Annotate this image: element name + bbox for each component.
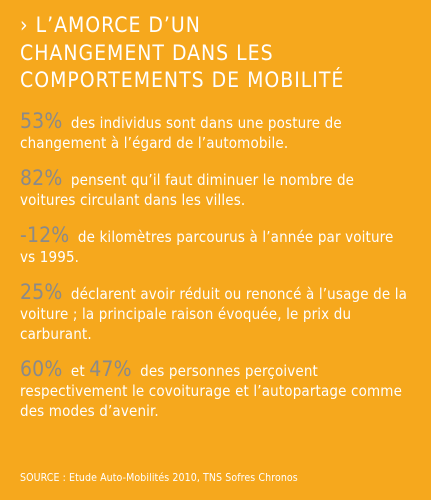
stat-text: déclarent avoir réduit ou renoncé à l’us… <box>20 284 408 343</box>
stat-value: 53% <box>20 108 63 133</box>
page-title: › L’AMORCE D’UN CHANGEMENT DANS LES COMPO… <box>20 12 413 95</box>
stat-item: 25% déclarent avoir réduit ou renoncé à … <box>20 279 413 344</box>
stat-text: des personnes perçoivent respectivement … <box>20 361 403 420</box>
chevron-right-icon: › <box>20 13 29 37</box>
stat-item: 60% et 47% des personnes perçoivent resp… <box>20 356 413 421</box>
source-citation: SOURCE : Etude Auto-Mobilités 2010, TNS … <box>20 472 298 484</box>
stat-value: 82% <box>20 165 63 190</box>
stat-text: des individus sont dans une posture de c… <box>20 113 342 152</box>
stat-connector: et <box>70 361 85 380</box>
stat-item: -12% de kilomètres parcourus à l’année p… <box>20 222 413 267</box>
stat-value: -12% <box>20 222 70 247</box>
stat-text: de kilomètres parcourus à l’année par vo… <box>20 227 394 266</box>
stat-text: pensent qu’il faut diminuer le nombre de… <box>20 170 355 209</box>
stat-value-secondary: 47% <box>89 356 132 381</box>
stat-item: 53% des individus sont dans une posture … <box>20 108 413 153</box>
title-line-1: L’AMORCE D’UN <box>35 13 201 37</box>
stat-item: 82% pensent qu’il faut diminuer le nombr… <box>20 165 413 210</box>
title-line-3: COMPORTEMENTS DE MOBILITÉ <box>20 68 345 92</box>
stat-value: 60% <box>20 356 63 381</box>
stat-value: 25% <box>20 279 63 304</box>
title-line-2: CHANGEMENT DANS LES <box>20 40 274 65</box>
